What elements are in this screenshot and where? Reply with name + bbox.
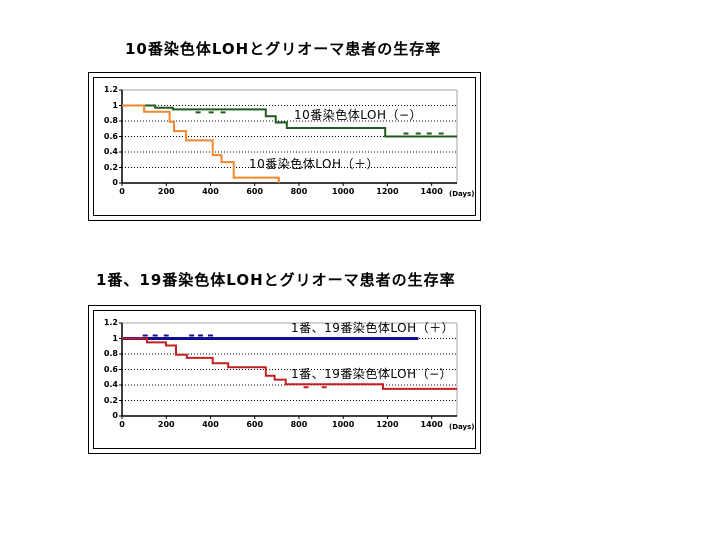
survival-chart-top: 1.2 1 0.8 0.6 0.4 0.2 0 0 200 400 600 800 1000 1200 14… (88, 72, 481, 221)
y-axis-label: 0.8 (103, 349, 118, 358)
survival-chart-bottom: 1.2 1 0.8 0.6 0.4 0.2 0 0 200 400 600 800 1000 1200 14… (88, 305, 481, 454)
x-axis-label: 800 (290, 420, 308, 429)
x-axis-label: 400 (202, 420, 219, 429)
x-axis-label: 0 (119, 420, 125, 429)
x-axis-unit-label: (Days) (449, 423, 475, 431)
y-axis-label: 0 (112, 178, 118, 187)
y-axis-label: 0.4 (103, 147, 118, 156)
chart-canvas (119, 89, 458, 186)
x-axis-unit-label: (Days) (449, 190, 475, 198)
chart-title-top: 10番染色体LOHとグリオーマ患者の生存率 (125, 40, 442, 58)
x-axis-label: 400 (202, 187, 219, 196)
series-line-1 (122, 337, 458, 390)
y-axis-label: 0.2 (103, 395, 118, 405)
x-axis-label: 1200 (376, 420, 399, 429)
y-axis-label: 1 (112, 100, 118, 110)
y-axis-label: 1.2 (103, 85, 118, 94)
x-axis-label: 1000 (332, 187, 355, 196)
x-axis-label: 1400 (420, 420, 443, 429)
series-line-1 (122, 104, 280, 183)
survival-chart-top-inner: 1.2 1 0.8 0.6 0.4 0.2 0 0 200 400 600 800 1000 1200 14… (93, 77, 476, 216)
y-axis-label: 0.2 (103, 162, 118, 172)
chart-canvas (119, 322, 458, 419)
x-axis-label: 1400 (420, 187, 443, 196)
y-axis-label: 0.6 (103, 364, 118, 374)
series-line-0 (122, 104, 458, 138)
series-annotation: 1番、19番染色体LOH（−） (291, 367, 453, 381)
x-axis-label: 600 (246, 420, 264, 429)
series-annotation: 10番染色体LOH（−） (294, 108, 423, 122)
x-axis-label: 200 (157, 187, 175, 196)
y-axis-label: 0.8 (103, 116, 118, 125)
y-axis-label: 0 (112, 411, 118, 420)
x-axis-label: 0 (119, 187, 125, 196)
x-axis-label: 1000 (332, 420, 355, 429)
y-axis-label: 0.4 (103, 380, 118, 389)
y-axis-label: 1.2 (103, 318, 118, 327)
series-annotation: 10番染色体LOH（＋） (249, 157, 379, 171)
y-axis-label: 1 (112, 333, 118, 343)
y-axis-label: 0.6 (103, 131, 118, 141)
chart-title-bottom: 1番、19番染色体LOHとグリオーマ患者の生存率 (96, 271, 456, 289)
x-axis-label: 1200 (376, 187, 399, 196)
x-axis-label: 600 (246, 187, 264, 196)
x-axis-label: 800 (290, 187, 308, 196)
x-axis-label: 200 (157, 420, 175, 429)
series-annotation: 1番、19番染色体LOH（＋） (291, 321, 455, 335)
survival-chart-bottom-inner: 1.2 1 0.8 0.6 0.4 0.2 0 0 200 400 600 800 1000 1200 14… (93, 310, 476, 449)
